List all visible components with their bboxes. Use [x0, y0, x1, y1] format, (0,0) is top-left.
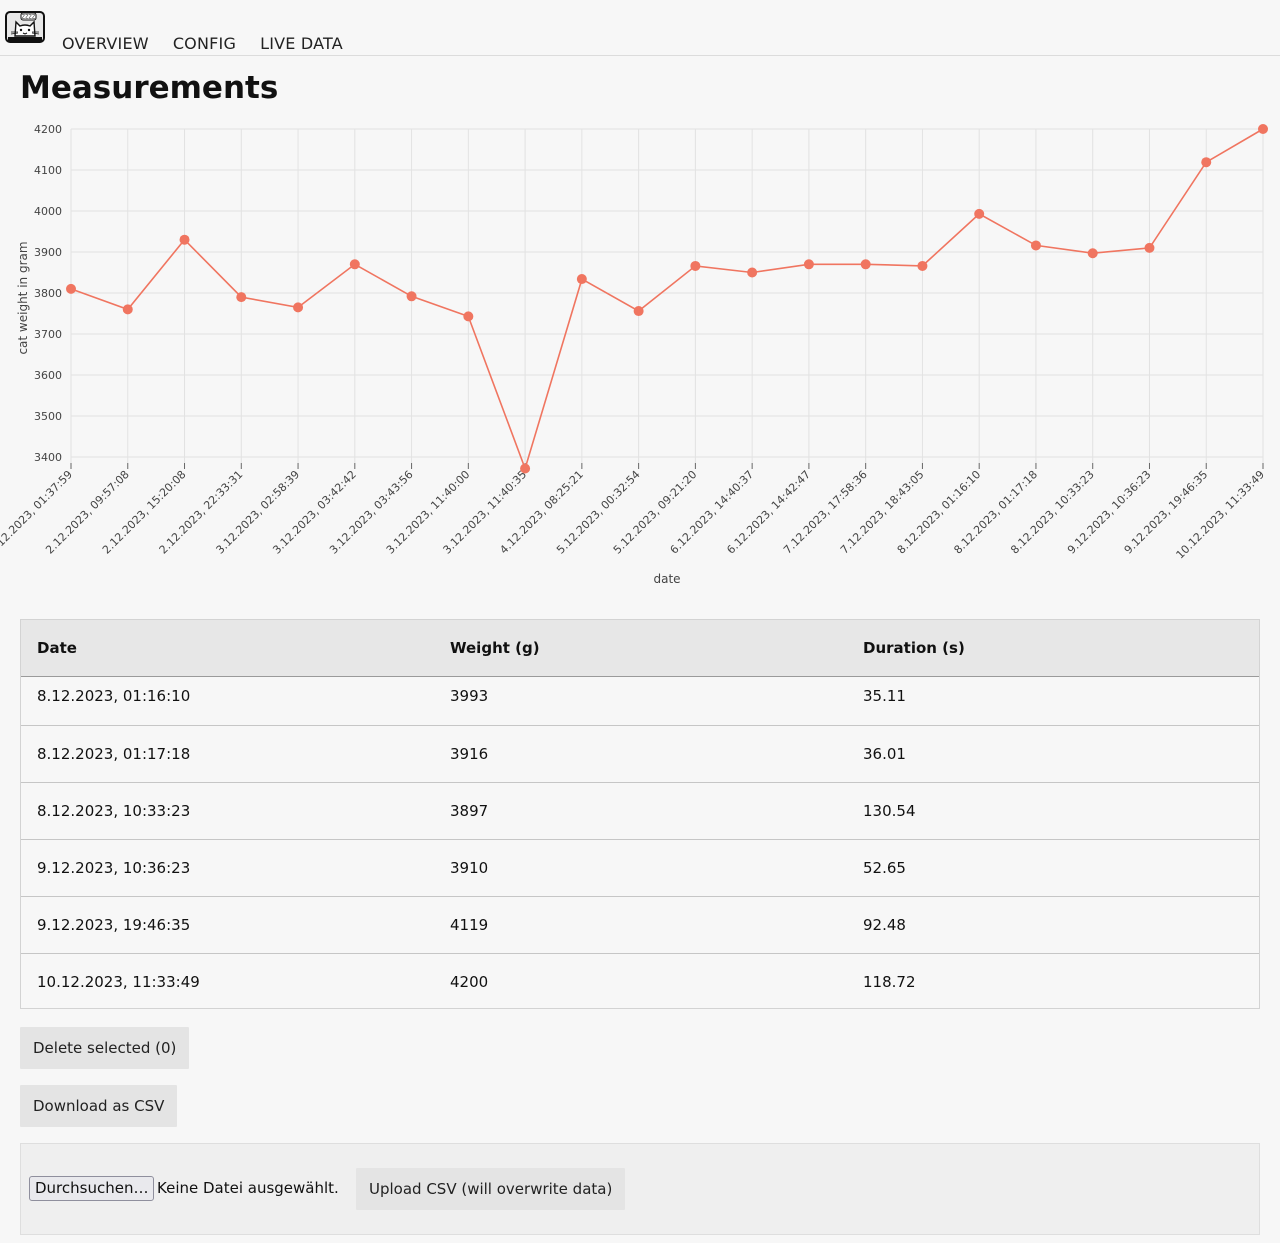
nav-config[interactable]: CONFIG: [172, 34, 237, 53]
y-tick-label: 3800: [34, 287, 62, 300]
table-row[interactable]: 9.12.2023, 10:36:23 3910 52.65: [21, 839, 1259, 897]
header-duration[interactable]: Duration (s): [863, 638, 965, 657]
data-point: [236, 292, 247, 303]
y-tick-label: 3500: [34, 410, 62, 423]
table-row[interactable]: 8.12.2023, 10:33:23 3897 130.54: [21, 782, 1259, 840]
data-point: [917, 260, 928, 271]
download-csv-button[interactable]: Download as CSV: [20, 1085, 178, 1127]
file-status: Keine Datei ausgewählt.: [157, 1179, 339, 1197]
cell-duration: 130.54: [847, 782, 1259, 840]
y-tick-label: 3900: [34, 246, 62, 259]
cell-weight: 3910: [434, 839, 847, 897]
cell-weight: 4119: [434, 896, 847, 954]
data-point: [1087, 248, 1098, 259]
data-point: [463, 311, 474, 322]
cell-date: 8.12.2023, 10:33:23: [21, 782, 434, 840]
data-point: [747, 267, 758, 278]
data-point: [293, 302, 304, 313]
data-point: [520, 463, 531, 474]
cell-weight: 3897: [434, 782, 847, 840]
x-axis-label: date: [653, 572, 680, 586]
cell-duration: 118.72: [863, 972, 916, 991]
data-point: [179, 234, 190, 245]
y-tick-label: 4100: [34, 164, 62, 177]
table-row[interactable]: 8.12.2023, 01:17:18 3916 36.01: [21, 725, 1259, 783]
data-point: [803, 259, 814, 270]
data-point: [406, 291, 417, 302]
cell-duration: 92.48: [847, 896, 1259, 954]
upload-csv-button[interactable]: Upload CSV (will overwrite data): [356, 1168, 626, 1210]
nav-overview[interactable]: OVERVIEW: [62, 34, 149, 53]
nav-live-data[interactable]: LIVE DATA: [260, 34, 343, 53]
data-point: [1201, 157, 1212, 168]
cell-duration: 36.01: [847, 725, 1259, 783]
table-row[interactable]: 10.12.2023, 11:33:49 4200 118.72: [21, 953, 1259, 1008]
header-date[interactable]: Date: [37, 638, 77, 657]
measurements-table: Date Weight (g) Duration (s) 8.12.2023, …: [20, 619, 1260, 1009]
data-point: [860, 259, 871, 270]
cell-weight: 3993: [434, 676, 847, 726]
data-point: [349, 259, 360, 270]
cell-weight: 3916: [434, 725, 847, 783]
y-tick-label: 3700: [34, 328, 62, 341]
cell-date: 8.12.2023, 01:16:10: [21, 676, 434, 726]
nav-links: OVERVIEW CONFIG LIVE DATA: [62, 35, 367, 53]
data-point: [1258, 124, 1268, 134]
header-weight[interactable]: Weight (g): [450, 638, 540, 657]
weight-chart: 3400350036003700380039004000410042001.12…: [0, 123, 1268, 586]
cat-logo-icon[interactable]: ZZZZ: [5, 10, 45, 44]
y-tick-label: 4000: [34, 205, 62, 218]
table-row[interactable]: 8.12.2023, 01:16:10 3993 35.11: [21, 676, 1259, 726]
cell-date: 10.12.2023, 11:33:49: [37, 972, 200, 991]
data-point: [690, 260, 701, 271]
series-line: [70, 128, 1264, 472]
y-tick-label: 4200: [34, 123, 62, 136]
data-point: [576, 274, 587, 285]
cell-weight: 4200: [450, 972, 489, 991]
navbar: ZZZZ OVERVIEW CONFIG LIVE DATA: [0, 0, 1280, 56]
table-header-row: Date Weight (g) Duration (s): [21, 620, 1259, 676]
data-point: [66, 283, 76, 294]
page-title: Measurements: [20, 70, 279, 106]
cell-date: 9.12.2023, 10:36:23: [21, 839, 434, 897]
y-tick-label: 3600: [34, 369, 62, 382]
table-row[interactable]: 9.12.2023, 19:46:35 4119 92.48: [21, 896, 1259, 954]
cell-date: 8.12.2023, 01:17:18: [21, 725, 434, 783]
data-point: [1030, 240, 1041, 251]
cell-duration: 35.11: [847, 676, 1259, 726]
y-tick-label: 3400: [34, 451, 62, 464]
svg-text:ZZZZ: ZZZZ: [22, 15, 36, 21]
delete-selected-button[interactable]: Delete selected (0): [20, 1027, 190, 1069]
data-point: [1144, 242, 1155, 253]
data-point: [633, 306, 644, 317]
data-point: [122, 304, 133, 315]
cell-date: 9.12.2023, 19:46:35: [21, 896, 434, 954]
data-point: [974, 208, 985, 219]
cell-duration: 52.65: [847, 839, 1259, 897]
browse-file-button[interactable]: Durchsuchen…: [29, 1176, 155, 1201]
upload-panel: Durchsuchen… Keine Datei ausgewählt. Upl…: [20, 1143, 1260, 1235]
y-axis-label: cat weight in gram: [16, 241, 30, 354]
